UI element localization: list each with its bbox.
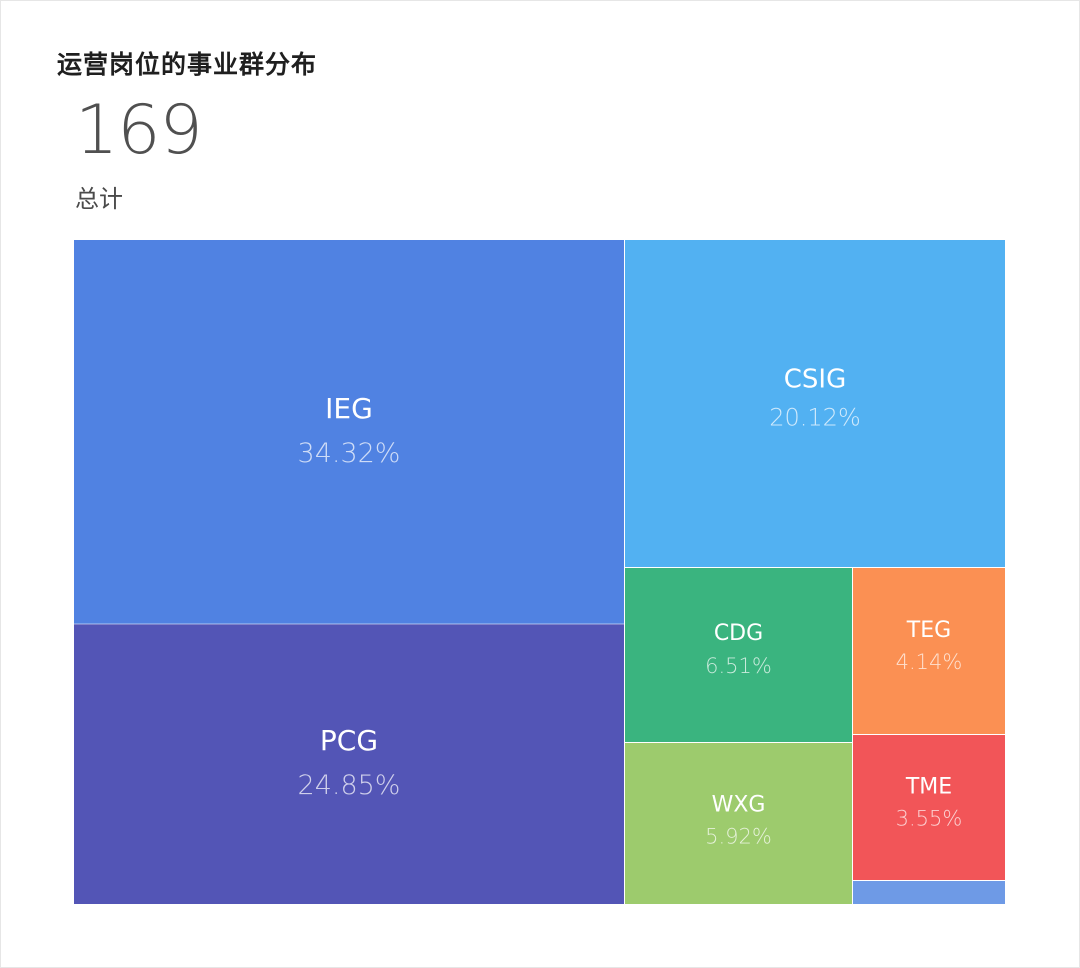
tile-rect-csig [625,240,1005,567]
tile-rect-tme [853,735,1005,880]
tile-other [853,881,1005,904]
total-label: 总计 [75,185,123,213]
tile-percent-cdg: 6.51% [705,654,772,678]
tile-tme: TME 3.55% [853,735,1005,880]
tile-percent-ieg: 34.32% [298,438,401,469]
tile-cdg: CDG 6.51% [625,568,852,742]
tile-percent-csig: 20.12% [769,404,861,432]
tile-ieg: IEG 34.32% [74,240,624,624]
tile-pcg: PCG 24.85% [74,624,624,904]
tile-label-teg: TEG [906,618,951,643]
tile-label-csig: CSIG [784,365,846,395]
tile-csig: CSIG 20.12% [625,240,1005,567]
tile-rect-wxg [625,743,852,904]
tile-percent-wxg: 5.92% [705,825,772,849]
tile-rect-cdg [625,568,852,742]
tile-rect-pcg [74,624,624,904]
tile-label-wxg: WXG [712,793,766,818]
tile-percent-pcg: 24.85% [298,770,401,801]
tile-label-pcg: PCG [320,724,378,757]
tile-label-tme: TME [905,775,952,800]
total-value: 169 [75,91,203,170]
tile-rect-other [853,881,1005,904]
tile-wxg: WXG 5.92% [625,743,852,904]
tile-rect-teg [853,568,1005,734]
tile-percent-teg: 4.14% [896,650,963,674]
tile-rect-ieg [74,240,624,624]
tile-label-cdg: CDG [714,621,763,646]
tile-label-ieg: IEG [325,392,373,425]
chart-title: 运营岗位的事业群分布 [57,50,318,79]
tile-percent-tme: 3.55% [896,807,963,831]
tile-teg: TEG 4.14% [853,568,1005,734]
